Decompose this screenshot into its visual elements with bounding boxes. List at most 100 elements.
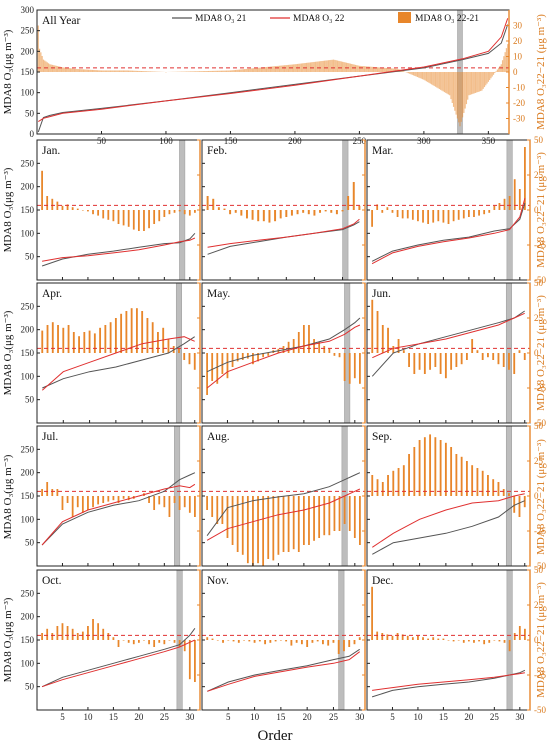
x-tick-label: 15 xyxy=(109,712,119,722)
diff-bar xyxy=(132,210,135,230)
diff-bar xyxy=(237,640,240,643)
diff-bar xyxy=(201,71,203,72)
diff-bar xyxy=(240,210,243,216)
diff-bar xyxy=(371,586,373,640)
diff-bar xyxy=(491,72,493,77)
diff-bar xyxy=(107,496,110,502)
diff-bar xyxy=(524,628,526,640)
x-tick-label: 5 xyxy=(390,712,395,722)
diff-bar xyxy=(197,71,199,72)
diff-bar xyxy=(357,65,359,72)
diff-bar xyxy=(333,59,335,72)
diff-bar xyxy=(302,210,305,213)
diff-bar xyxy=(386,634,389,640)
diff-bar xyxy=(56,626,59,640)
diff-bar xyxy=(148,496,150,503)
diff-bar xyxy=(237,69,239,72)
diff-bar xyxy=(408,353,410,367)
diff-bar xyxy=(332,640,335,643)
diff-bar xyxy=(418,440,421,496)
diff-bar xyxy=(194,496,196,517)
diff-bar xyxy=(296,210,299,215)
diff-bar xyxy=(513,179,516,210)
diff-bar xyxy=(84,69,86,72)
diff-bar xyxy=(442,638,445,640)
diff-bar xyxy=(258,67,260,72)
diff-bar xyxy=(434,72,437,87)
diff-bar xyxy=(211,496,214,517)
diff-bar xyxy=(293,64,295,72)
diff-bar xyxy=(95,70,97,72)
diff-bar xyxy=(513,496,516,513)
diff-bar xyxy=(269,640,272,643)
diff-bar xyxy=(173,496,176,503)
line-o3-22 xyxy=(372,672,525,691)
diff-bar xyxy=(276,65,278,72)
diff-bar xyxy=(457,640,460,641)
diff-bar xyxy=(316,61,318,72)
diff-bar xyxy=(207,70,210,72)
diff-bar xyxy=(335,60,337,72)
legend-label: MDA8 O₃ 22 xyxy=(293,14,345,24)
diff-bar xyxy=(188,353,191,365)
diff-bar xyxy=(467,640,470,642)
diff-bar xyxy=(331,59,333,72)
diff-bar xyxy=(206,196,209,210)
diff-bar xyxy=(178,640,181,647)
diff-bar xyxy=(414,72,416,76)
diff-bar xyxy=(45,61,47,72)
diff-bar xyxy=(262,67,264,72)
diff-bar xyxy=(188,71,190,72)
diff-bar xyxy=(322,60,324,72)
diff-bar xyxy=(222,70,224,72)
diff-bar xyxy=(437,210,440,222)
diff-bar xyxy=(487,475,489,496)
diff-bar xyxy=(345,62,348,72)
diff-bar xyxy=(333,353,336,356)
diff-bar xyxy=(427,638,430,640)
diff-bar xyxy=(85,69,87,72)
diff-bar xyxy=(326,60,328,72)
diff-bar xyxy=(62,67,64,72)
diff-bar xyxy=(323,346,326,353)
diff-bar xyxy=(401,210,404,219)
diff-bar xyxy=(382,67,384,72)
diff-bar xyxy=(474,72,477,93)
plot-area xyxy=(202,426,365,566)
diff-bar xyxy=(379,67,381,72)
diff-bar xyxy=(313,339,315,353)
diff-bar xyxy=(318,341,321,353)
diff-bar xyxy=(329,60,331,72)
diff-bar xyxy=(432,72,434,86)
diff-bar xyxy=(337,640,340,654)
diff-bar xyxy=(471,339,474,353)
diff-bar xyxy=(178,210,181,212)
diff-bar xyxy=(267,353,270,356)
diff-bar xyxy=(372,66,375,72)
diff-bar xyxy=(41,55,43,72)
diff-bar xyxy=(371,210,373,227)
diff-bar xyxy=(339,61,341,72)
diff-bar xyxy=(117,496,120,503)
diff-bar xyxy=(206,496,208,510)
diff-bar xyxy=(447,640,450,641)
diff-bar xyxy=(523,353,526,360)
diff-bar xyxy=(81,69,83,72)
diff-bar xyxy=(439,440,442,496)
diff-bar xyxy=(93,333,96,353)
diff-bar xyxy=(323,496,326,536)
diff-bar xyxy=(258,640,261,642)
x-tick-label: 15 xyxy=(276,712,286,722)
diff-bar xyxy=(127,70,130,72)
diff-bar xyxy=(246,496,249,564)
panel-title: Feb. xyxy=(207,145,227,157)
diff-bar xyxy=(297,332,300,353)
diff-bar xyxy=(442,210,445,223)
diff-bar xyxy=(97,70,99,72)
diff-bar xyxy=(406,635,409,640)
panel-frame xyxy=(366,282,531,424)
diff-bar xyxy=(415,72,417,77)
diff-bar xyxy=(478,72,480,92)
diff-bar xyxy=(268,210,271,223)
diff-bar xyxy=(371,66,373,72)
